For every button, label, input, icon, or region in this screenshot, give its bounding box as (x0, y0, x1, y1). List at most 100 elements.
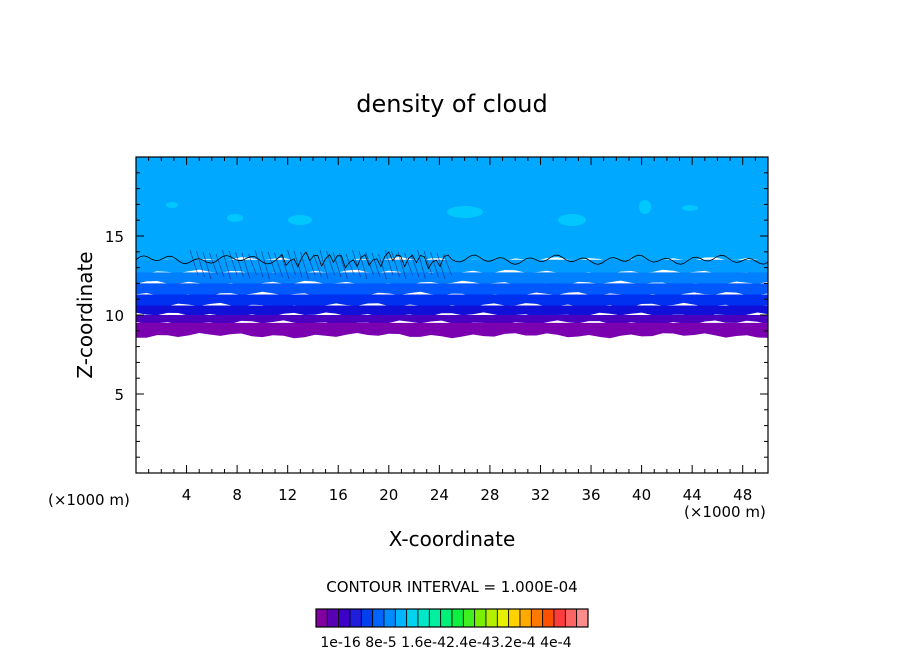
contour-line (135, 251, 769, 270)
wave-hatch (410, 253, 420, 278)
colorbar-swatch (474, 608, 487, 628)
wave-hatch (300, 251, 309, 280)
density-field (136, 157, 768, 339)
wave-hatch (332, 251, 342, 278)
wave-hatch (293, 250, 303, 278)
wave-hatch (267, 251, 277, 276)
wave-hatch (222, 249, 231, 280)
density-patch (288, 215, 312, 225)
chart-title: density of cloud (356, 90, 547, 118)
wave-hatch (345, 253, 355, 276)
x-tick-label: 44 (683, 486, 702, 504)
density-patches (166, 200, 698, 280)
wave-hatch (397, 251, 407, 280)
wave-hatch (235, 251, 244, 278)
density-patch (447, 206, 483, 218)
wave-hatch (339, 252, 348, 280)
x-axis-label: X-coordinate (389, 527, 516, 551)
wave-hatch (248, 253, 257, 276)
colorbar-swatch (496, 608, 510, 628)
y-tick-label: 10 (105, 307, 124, 325)
density-band (136, 322, 768, 339)
colorbar-swatch (519, 608, 532, 628)
colorbar-swatch (485, 608, 498, 628)
wave-hatch (261, 250, 270, 280)
x-unit-label: (×1000 m) (684, 503, 766, 521)
wave-hatch (196, 250, 205, 278)
colorbar-swatch (564, 608, 578, 628)
colorbar-labels: 1e-16 8e-5 1.6e-42.4e-43.2e-4 4e-4 (320, 635, 571, 651)
density-patch (682, 205, 698, 211)
colorbar-swatch (349, 608, 362, 628)
colorbar-swatch (553, 608, 566, 628)
x-tick-label: 48 (733, 486, 752, 504)
x-tick-label: 24 (430, 486, 449, 504)
wave-hatch (241, 252, 251, 280)
wave-hatch (365, 251, 374, 276)
x-tick-label: 8 (232, 486, 242, 504)
colorbar-swatch (394, 608, 408, 628)
wave-hatch (287, 249, 296, 276)
x-tick-label: 20 (379, 486, 398, 504)
wave-hatch (209, 252, 218, 276)
density-band (136, 272, 768, 286)
colorbar-swatch (451, 608, 464, 628)
wave-hatch (436, 252, 446, 280)
density-band (136, 283, 768, 297)
wave-hatch (371, 252, 381, 278)
colorbar-swatch (440, 608, 453, 628)
colorbar-swatch (542, 608, 555, 628)
wave-hatch (274, 252, 283, 278)
density-patch (558, 214, 586, 226)
wave-hatch (443, 253, 452, 276)
density-band (136, 305, 768, 318)
wave-hatch (326, 250, 335, 276)
wave-hatch (378, 253, 387, 280)
colorbar-swatch (383, 608, 396, 628)
x-tick-label: 36 (581, 486, 600, 504)
colorbar-swatch (530, 608, 544, 628)
x-tick-label: 12 (278, 486, 297, 504)
wave-hatch (352, 249, 361, 278)
colorbar-swatch (372, 608, 385, 628)
y-tick-label: 5 (114, 386, 124, 404)
wave-hatch (319, 249, 329, 280)
colorbar-swatch (338, 608, 351, 628)
z-unit-label: (×1000 m) (48, 491, 130, 509)
x-tick-label: 16 (329, 486, 348, 504)
wave-hatch (215, 253, 225, 278)
x-axis-ticks: 4 8 12 16 20 24 28 32 36 40 44 48 (148, 157, 756, 504)
colorbar-swatch (326, 608, 340, 628)
y-axis-ticks: 5 10 15 (105, 172, 768, 458)
colorbar-swatch (428, 608, 442, 628)
contour-interval-text: CONTOUR INTERVAL = 1.000E-04 (326, 578, 577, 596)
colorbar (315, 608, 589, 628)
colorbar-swatch (462, 608, 476, 628)
colorbar-swatch (576, 608, 589, 628)
colorbar-frame (315, 608, 589, 628)
density-patch (227, 214, 243, 222)
wave-hatch (254, 249, 264, 278)
x-tick-label: 40 (632, 486, 651, 504)
y-axis-label: Z-coordinate (73, 251, 97, 378)
colorbar-swatch (406, 608, 419, 628)
density-band (136, 294, 768, 309)
wave-hatch (404, 252, 413, 276)
density-patch (639, 200, 651, 214)
wave-hatch (391, 250, 400, 278)
wave-hatch (313, 253, 322, 278)
colorbar-swatch (315, 608, 328, 628)
colorbar-swatch (417, 608, 430, 628)
wave-hatch (430, 251, 439, 278)
y-tick-label: 15 (105, 228, 124, 246)
x-tick-label: 4 (182, 486, 192, 504)
colorbar-swatch (508, 608, 521, 628)
wave-hatch (228, 250, 238, 276)
density-patch (166, 202, 178, 208)
wave-hatch (358, 250, 368, 280)
x-tick-label: 32 (531, 486, 550, 504)
x-tick-label: 28 (480, 486, 499, 504)
wave-hatch (423, 250, 433, 276)
